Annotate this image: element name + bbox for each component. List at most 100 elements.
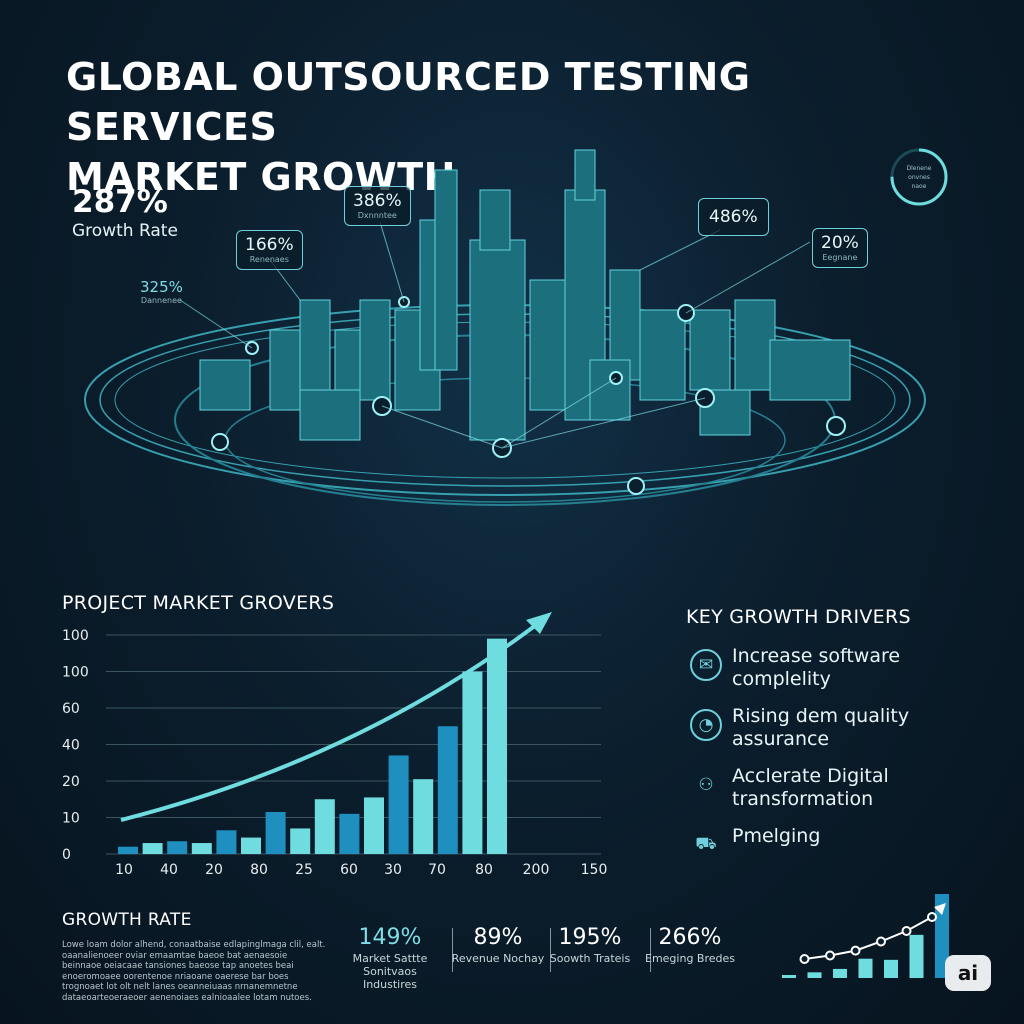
bar — [462, 671, 483, 854]
x-tick-label: 70 — [428, 862, 446, 878]
mini-trend-arrow-head — [934, 903, 946, 915]
kpi-sub: Emeging Bredes — [645, 952, 735, 965]
bar — [413, 779, 434, 854]
trend-arrow — [120, 623, 538, 822]
callout-value: 166% — [245, 235, 294, 255]
project-chart-heading: PROJECT MARKET GROVERS — [62, 592, 335, 614]
kpi-value: 149% — [358, 925, 422, 950]
x-tick-label: 25 — [295, 862, 313, 878]
kpi-value: 89% — [473, 925, 523, 950]
driver-label: Increase software complelity — [732, 645, 901, 690]
kpi-divider — [650, 928, 651, 972]
y-tick-label: 100 — [62, 665, 89, 681]
driver-label: Rising dem quality assurance — [732, 705, 910, 750]
kpi-value: 195% — [558, 925, 622, 950]
kpi-sub: Revenue Nochay — [451, 952, 545, 965]
bar — [142, 843, 163, 854]
callout-3: 325% Dannenee — [140, 278, 183, 306]
callout-sub: Renenaes — [249, 255, 289, 264]
x-tick-label: 40 — [160, 862, 178, 878]
y-tick-label: 60 — [62, 701, 80, 717]
mini-bar — [833, 968, 847, 978]
driver-item: ◔ Rising dem quality assurance — [690, 705, 990, 751]
growth-rate-heading: GROWTH RATE — [62, 910, 192, 930]
bar — [339, 813, 360, 854]
mini-trend-point — [876, 936, 886, 947]
kpi-row: 149% Market Sattte Sonitvaos Industires … — [340, 924, 760, 1004]
callout-4: 486% — [698, 198, 769, 236]
gauge-text-2: onvnes — [908, 174, 930, 181]
people-icon: ⚇ — [698, 775, 714, 795]
drivers-list: ✉ Increase software complelity ◔ Rising … — [690, 645, 990, 875]
callout-2: 166% Renenaes — [236, 230, 303, 270]
headline-stat-value: 287% — [72, 184, 168, 220]
gauge-widget: Dlenene onvnes naoe — [890, 148, 948, 206]
bar — [118, 846, 138, 854]
mini-trend-point — [799, 954, 810, 964]
x-tick-label: 150 — [581, 862, 608, 878]
callout-leaders — [179, 221, 811, 449]
city-buildings — [199, 149, 851, 441]
headline-stat-label: Growth Rate — [72, 221, 178, 241]
callout-sub: Eegnane — [822, 253, 858, 262]
x-tick-label: 20 — [205, 862, 223, 878]
gauge-text-3: naoe — [912, 183, 927, 190]
bar — [364, 797, 384, 854]
bar — [314, 799, 335, 854]
mini-trend-point — [927, 912, 937, 922]
x-tick-label: 200 — [523, 862, 550, 878]
driver-item: ⚇ Acclerate Digital transformation — [690, 765, 990, 811]
kpi-sub: Soowth Trateis — [549, 952, 631, 965]
bar — [388, 755, 409, 854]
kpi-item: 195% Soowth Trateis — [540, 924, 640, 965]
gauge-text-1: Dlenene — [907, 165, 932, 172]
kpi-divider — [550, 928, 551, 972]
x-tick-label: 80 — [475, 862, 493, 878]
x-tick-label: 60 — [340, 862, 358, 878]
title-line-1: GLOBAL OUTSOURCED TESTING SERVICES — [66, 55, 751, 149]
x-tick-label: 80 — [250, 862, 268, 878]
growth-rate-body: Lowe loam dolor alhend, conaatbaise edla… — [62, 940, 326, 1003]
kpi-item: 266% Emeging Bredes — [640, 924, 740, 965]
mini-trend-chart — [782, 894, 949, 978]
callout-1: 386% Dxnnntee — [344, 186, 411, 226]
bar — [487, 638, 507, 854]
mini-bar — [935, 894, 949, 978]
bar — [216, 830, 237, 854]
mini-trend-point — [850, 945, 861, 956]
trend-arrow-head — [526, 612, 552, 634]
bar — [241, 837, 261, 854]
y-tick-label: 40 — [62, 738, 80, 754]
dashboard-icon: ◔ — [690, 709, 722, 741]
mini-bar — [858, 958, 873, 978]
callout-value: 486% — [709, 207, 758, 227]
mini-trend-point — [901, 926, 912, 936]
mini-bar — [807, 972, 822, 978]
kpi-sub: Market Sattte Sonitvaos Industires — [352, 952, 428, 991]
drivers-heading: KEY GROWTH DRIVERS — [686, 606, 911, 628]
bar — [167, 841, 188, 854]
callout-sub: Dannenee — [140, 296, 182, 305]
ai-badge: ai — [945, 955, 991, 991]
callout-5: 20% Eegnane — [812, 228, 868, 268]
bar — [290, 828, 311, 854]
cart-icon: ⛟ — [695, 834, 717, 854]
driver-item: ✉ Increase software complelity — [690, 645, 990, 691]
driver-label: Acclerate Digital transformation — [732, 765, 889, 810]
bar — [437, 726, 458, 854]
driver-label: Pmelging — [732, 825, 821, 847]
mini-bar — [909, 934, 924, 978]
bar — [191, 843, 212, 854]
callout-sub: Dxnnntee — [357, 211, 397, 220]
x-tick-label: 30 — [384, 862, 402, 878]
callout-value: 20% — [821, 233, 859, 253]
callout-value: 325% — [140, 278, 183, 296]
kpi-divider — [452, 928, 453, 972]
y-tick-label: 20 — [62, 774, 80, 790]
mini-bar — [782, 975, 796, 978]
x-tick-label: 10 — [115, 862, 133, 878]
headline-stat: 287% Growth Rate — [72, 184, 178, 242]
driver-item: ⛟ Pmelging — [690, 825, 990, 861]
y-tick-label: 100 — [62, 628, 89, 644]
